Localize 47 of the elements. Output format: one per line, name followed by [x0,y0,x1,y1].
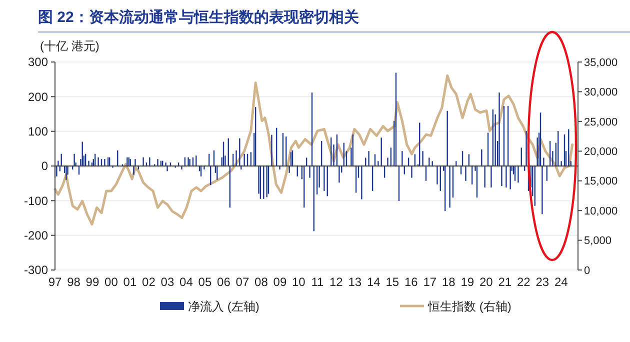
y-tick-label: 0 [41,159,48,174]
x-tick-label: 22 [516,275,531,289]
x-tick-label: 06 [217,275,231,289]
y-axis-title: (十亿 港元) [40,39,100,53]
y2-tick-label: 35,000 [584,56,618,69]
y2-tick-label: 5,000 [584,235,612,248]
y2-tick-label: 20,000 [584,146,618,158]
x-tick-label: 99 [86,275,100,289]
x-tick-label: 18 [442,275,456,289]
x-tick-label: 03 [160,275,174,289]
y2-tick-label: 25,000 [584,116,618,128]
x-tick-label: 13 [348,275,362,289]
chart-title: 图 22：资本流动通常与恒生指数的表现密切相关 [38,8,359,26]
x-tick-label: 24 [554,275,568,289]
x-tick-label: 07 [236,275,250,289]
y2-tick-label: 0 [584,264,590,277]
y2-tick-label: 10,000 [584,205,618,218]
x-tick-label: 01 [123,275,137,289]
y2-tick-label: 30,000 [584,86,618,99]
x-tick-label: 15 [386,275,400,289]
y-tick-label: 200 [28,90,48,104]
x-tick-label: 12 [330,275,344,289]
y-tick-label: -200 [24,228,48,243]
x-tick-label: 02 [142,275,156,289]
x-tick-label: 17 [423,275,437,289]
x-tick-label: 08 [254,275,268,289]
x-tick-label: 21 [498,275,512,289]
legend-label: 恒生指数 (右轴) [427,300,512,314]
x-tick-label: 20 [479,275,494,289]
x-tick-label: 11 [311,275,324,289]
x-tick-label: 14 [366,275,381,289]
x-tick-label: 09 [273,275,287,289]
x-tick-label: 00 [104,275,118,289]
x-tick-label: 19 [460,275,474,289]
legend-label: 净流入 (左轴) [188,300,260,314]
x-tick-label: 98 [67,275,81,289]
y-tick-label: -100 [24,194,48,208]
x-tick-label: 97 [48,275,62,289]
y-tick-label: 300 [28,55,48,70]
y-tick-label: 100 [28,124,48,139]
x-tick-label: 10 [292,275,306,289]
x-tick-label: 05 [198,275,212,289]
x-tick-label: 16 [404,275,418,289]
x-tick-label: 23 [536,275,550,289]
y-tick-label: -300 [24,263,48,278]
y2-tick-label: 15,000 [584,176,618,188]
x-tick-label: 04 [180,275,194,289]
